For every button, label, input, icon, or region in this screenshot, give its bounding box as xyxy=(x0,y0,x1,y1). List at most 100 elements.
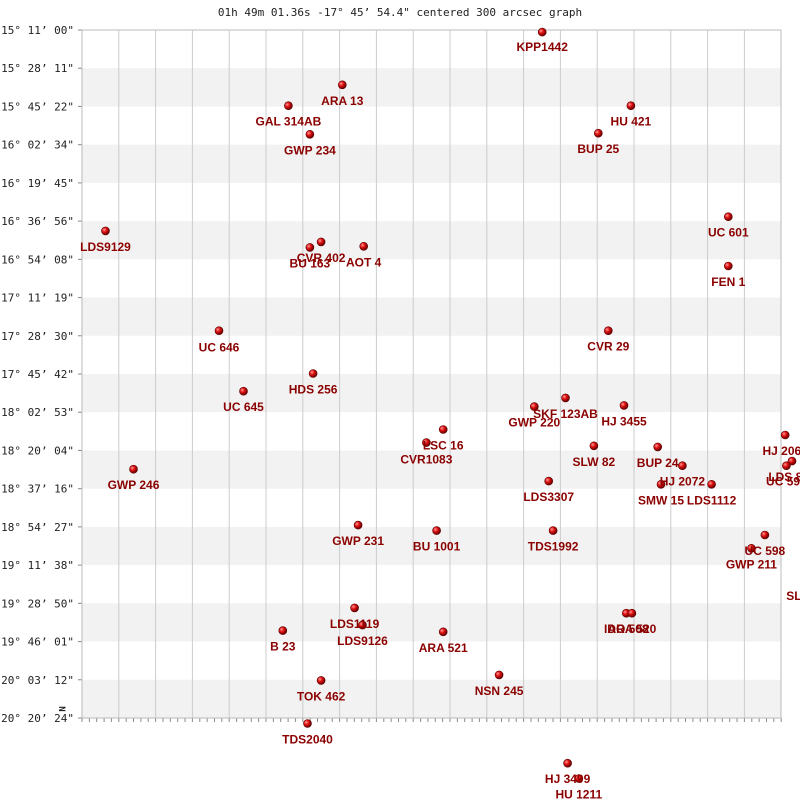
star-label: GAL 314AB xyxy=(255,115,321,129)
star-marker xyxy=(305,130,315,139)
star-label: ARA 520 xyxy=(607,622,656,636)
stripe-band xyxy=(82,374,781,413)
star-label: CVR 29 xyxy=(587,340,629,354)
y-tick-label: -17° 28’ 30" xyxy=(0,330,74,343)
star-marker xyxy=(129,464,138,474)
star-marker xyxy=(359,242,369,251)
star-label: B 23 xyxy=(270,640,296,654)
star-marker xyxy=(747,543,756,553)
star-marker xyxy=(787,456,797,466)
star-label: LDS9129 xyxy=(80,240,131,254)
star-label: HU 1211 xyxy=(555,788,602,800)
stripe-band xyxy=(82,68,781,107)
star-label: GWP 211 xyxy=(726,557,777,571)
star-marker xyxy=(305,243,315,252)
y-tick-label: -19° 28’ 50" xyxy=(0,597,74,610)
star-label: UC 597 xyxy=(766,475,800,489)
star-label: CVR 402 xyxy=(297,251,346,265)
star-label: AOT 4 xyxy=(346,255,382,269)
star-label: HDS 256 xyxy=(289,383,338,397)
star-marker xyxy=(723,261,733,271)
star-marker xyxy=(422,438,431,447)
star-label: HJ 3455 xyxy=(601,414,647,428)
star-label: TOK 462 xyxy=(297,689,346,703)
plot-frame xyxy=(81,29,782,719)
star-marker xyxy=(760,530,770,540)
star-label: GWP 231 xyxy=(332,534,384,548)
star-marker xyxy=(278,626,288,635)
y-tick-label: -18° 02’ 53" xyxy=(0,406,74,419)
star-label: LDS 838 xyxy=(768,470,800,484)
star-markers xyxy=(101,27,797,783)
star-label: LDS1112 xyxy=(687,493,737,507)
star-label: BU 1001 xyxy=(413,540,461,554)
star-label: SLW 82 xyxy=(573,455,616,469)
stripe-band xyxy=(82,679,781,718)
star-label: BUP 25 xyxy=(577,142,619,156)
y-tick-label: -16° 19’ 45" xyxy=(0,177,74,190)
star-label: TDS1992 xyxy=(528,540,579,554)
star-marker xyxy=(589,441,599,451)
star-marker xyxy=(563,758,572,768)
y-tick-label: -19° 46’ 01" xyxy=(0,636,74,649)
star-marker xyxy=(593,128,603,138)
star-marker xyxy=(653,442,663,452)
y-tick-label: -17° 11’ 19" xyxy=(0,292,74,305)
star-label: ARA 521 xyxy=(419,641,468,655)
chart-title: 01h 49m 01.36s -17° 45’ 54.4" centered 3… xyxy=(218,6,582,19)
star-label: NSN 245 xyxy=(475,684,524,698)
star-marker xyxy=(101,226,110,236)
star-label: LDS9126 xyxy=(337,634,388,648)
star-marker xyxy=(603,326,613,336)
star-label: HJ 3499 xyxy=(545,772,591,786)
star-label: GWP 220 xyxy=(508,416,560,430)
star-marker xyxy=(353,520,363,530)
star-label: UC 601 xyxy=(708,226,749,240)
star-marker xyxy=(239,386,248,396)
star-marker xyxy=(627,608,637,618)
star-marker xyxy=(678,461,687,471)
star-marker xyxy=(438,425,448,434)
star-marker xyxy=(316,237,326,247)
star-marker xyxy=(303,719,312,728)
star-label: SMW 15 xyxy=(638,493,684,507)
star-label: SKF 123AB xyxy=(533,407,598,421)
stripe-band xyxy=(82,603,781,642)
star-marker xyxy=(723,212,733,221)
star-marker xyxy=(656,479,666,489)
star-marker xyxy=(574,774,584,783)
star-marker xyxy=(494,670,504,680)
star-label: LDS3307 xyxy=(523,490,574,504)
star-marker xyxy=(561,393,570,403)
y-tick-label: -16° 02’ 34" xyxy=(0,139,74,152)
star-label: TDS2040 xyxy=(282,733,333,747)
star-marker xyxy=(284,101,293,110)
star-marker xyxy=(438,627,448,637)
star-marker xyxy=(782,461,791,471)
star-label: UC 646 xyxy=(199,341,240,355)
y-tick-label: -15° 45’ 22" xyxy=(0,100,74,113)
star-marker xyxy=(548,526,558,535)
y-tick-label: -20° 03’ 12" xyxy=(0,674,74,687)
star-marker xyxy=(780,430,790,440)
star-label: HU 421 xyxy=(611,115,652,129)
north-axis-label: N xyxy=(56,706,66,711)
stripe-bands xyxy=(82,68,781,718)
y-tick-label: -18° 20’ 04" xyxy=(0,444,74,457)
stripe-band xyxy=(82,221,781,260)
star-label: UC 645 xyxy=(223,400,264,414)
star-label: CVR1083 xyxy=(400,453,452,467)
star-marker xyxy=(537,27,547,37)
star-label: SLW 75 xyxy=(786,589,800,603)
star-label: IDO 508 xyxy=(604,622,649,636)
star-label: HJ 2067 xyxy=(763,444,800,458)
y-tick-label: -16° 36’ 56" xyxy=(0,215,74,228)
star-label: GWP 246 xyxy=(108,478,160,492)
star-label: KPP1442 xyxy=(517,40,569,54)
star-marker xyxy=(626,101,636,110)
star-label: HJ 2072 xyxy=(660,475,706,489)
star-marker xyxy=(316,676,326,685)
star-label: BU 163 xyxy=(290,256,331,270)
